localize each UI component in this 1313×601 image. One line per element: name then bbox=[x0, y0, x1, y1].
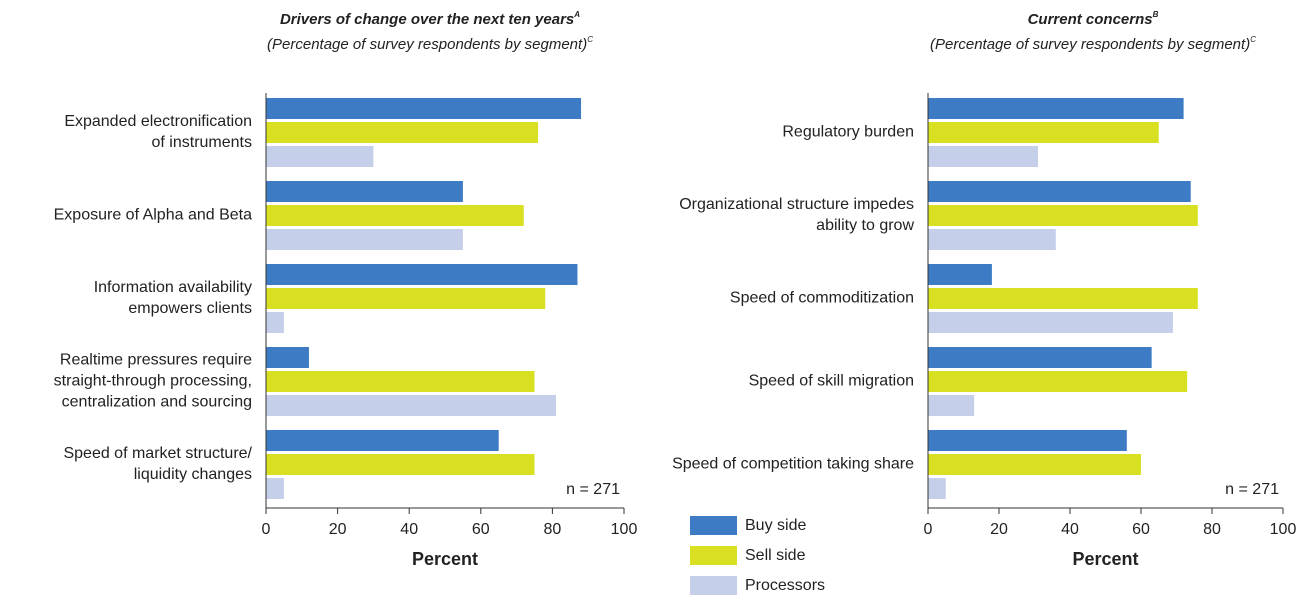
legend-label: Processors bbox=[745, 577, 825, 594]
bar bbox=[266, 395, 556, 416]
annotation: n = 271 bbox=[1225, 481, 1279, 498]
chart-subtitle: (Percentage of survey respondents by seg… bbox=[930, 35, 1256, 53]
x-tick-label: 0 bbox=[924, 521, 933, 538]
bar bbox=[266, 264, 578, 285]
subtitle-text: (Percentage of survey respondents by seg… bbox=[267, 36, 587, 53]
bar bbox=[928, 146, 1039, 167]
bar bbox=[266, 347, 309, 368]
legend-label: Sell side bbox=[745, 547, 806, 564]
x-tick-label: 20 bbox=[329, 521, 347, 538]
bar bbox=[266, 205, 524, 226]
bar bbox=[266, 98, 582, 119]
x-tick-label: 100 bbox=[1270, 521, 1297, 538]
x-tick-label: 80 bbox=[1203, 521, 1221, 538]
x-tick-label: 100 bbox=[611, 521, 638, 538]
bar bbox=[928, 312, 1173, 333]
bar bbox=[266, 122, 539, 143]
category-label: Speed of commoditization bbox=[730, 290, 914, 307]
bar bbox=[928, 264, 992, 285]
category-label: Organizational structure impedes ability … bbox=[679, 196, 914, 234]
bar bbox=[928, 288, 1198, 309]
category-label: Exposure of Alpha and Beta bbox=[54, 207, 252, 224]
bar bbox=[266, 229, 463, 250]
x-tick-label: 40 bbox=[1061, 521, 1079, 538]
x-tick-label: 60 bbox=[472, 521, 490, 538]
legend-label: Buy side bbox=[745, 517, 806, 534]
category-label: Speed of competition taking share bbox=[672, 456, 914, 473]
chart-title: Current concernsB bbox=[1028, 10, 1159, 28]
bar bbox=[928, 478, 946, 499]
bar bbox=[928, 454, 1141, 475]
legend-swatch bbox=[690, 516, 737, 535]
bar bbox=[928, 181, 1191, 202]
bar bbox=[266, 312, 284, 333]
subtitle-note: C bbox=[587, 35, 593, 44]
x-tick-label: 40 bbox=[400, 521, 418, 538]
annotation: n = 271 bbox=[566, 481, 620, 498]
bar bbox=[928, 347, 1152, 368]
legend-swatch bbox=[690, 546, 737, 565]
category-label: Regulatory burden bbox=[782, 124, 914, 141]
category-label: Expanded electronification of instruments bbox=[64, 113, 252, 151]
subtitle-note: C bbox=[1250, 35, 1256, 44]
chart-subtitle: (Percentage of survey respondents by seg… bbox=[267, 35, 593, 53]
x-tick-label: 80 bbox=[544, 521, 562, 538]
category-label: Realtime pressures require straight-throu… bbox=[54, 352, 252, 411]
bar bbox=[928, 229, 1056, 250]
category-label: Information availability empowers clients bbox=[94, 279, 252, 317]
legend-swatch bbox=[690, 576, 737, 595]
category-label: Speed of skill migration bbox=[749, 373, 914, 390]
bar bbox=[266, 371, 535, 392]
x-tick-label: 20 bbox=[990, 521, 1008, 538]
x-tick-label: 60 bbox=[1132, 521, 1150, 538]
category-label: Speed of market structure/liquidity chan… bbox=[63, 445, 252, 483]
title-text: Drivers of change over the next ten year… bbox=[280, 11, 574, 28]
bar bbox=[928, 430, 1127, 451]
bar bbox=[928, 205, 1198, 226]
bar bbox=[928, 122, 1159, 143]
x-axis-label: Percent bbox=[1072, 549, 1138, 569]
bar bbox=[928, 371, 1188, 392]
x-tick-label: 0 bbox=[262, 521, 271, 538]
bar bbox=[266, 454, 535, 475]
chart-title: Drivers of change over the next ten year… bbox=[280, 10, 580, 28]
title-note: B bbox=[1153, 10, 1159, 19]
x-axis-label: Percent bbox=[412, 549, 478, 569]
bar bbox=[266, 181, 463, 202]
bar bbox=[266, 146, 374, 167]
subtitle-text: (Percentage of survey respondents by seg… bbox=[930, 36, 1250, 53]
title-text: Current concerns bbox=[1028, 11, 1153, 28]
title-note: A bbox=[573, 10, 580, 19]
bar bbox=[928, 98, 1184, 119]
bar bbox=[266, 430, 499, 451]
bar bbox=[928, 395, 975, 416]
bar bbox=[266, 288, 546, 309]
bar bbox=[266, 478, 284, 499]
